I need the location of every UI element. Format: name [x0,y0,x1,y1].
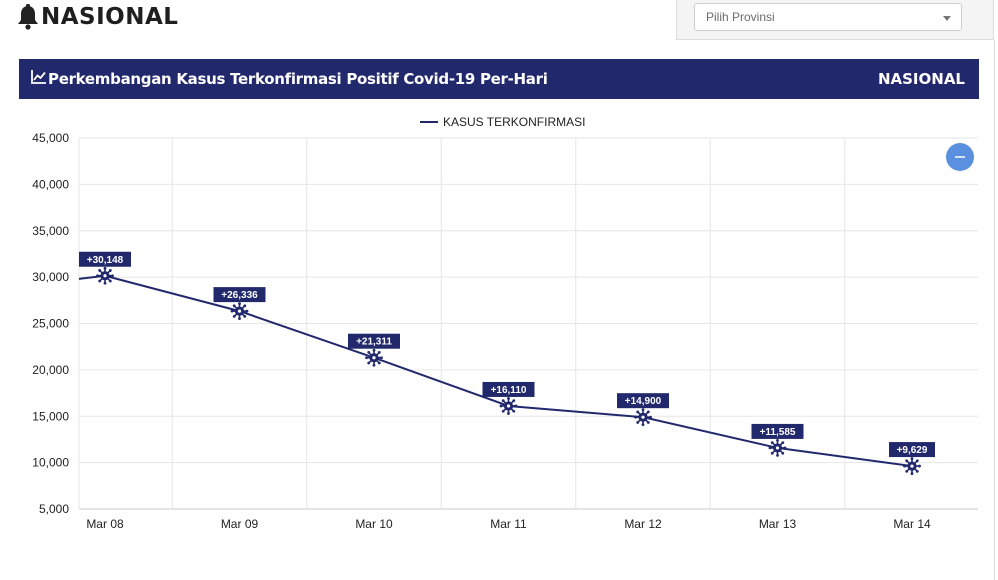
virus-icon[interactable] [365,348,383,367]
page-title: NASIONAL [41,4,179,30]
virus-icon[interactable] [768,439,787,457]
data-label-box [617,393,669,409]
x-tick-label: Mar 09 [221,517,259,531]
province-select[interactable]: Pilih Provinsi [694,3,962,31]
province-filter-panel: Pilih Provinsi [676,0,994,40]
y-tick-label: 30,000 [32,270,69,284]
data-label-box [482,381,535,397]
chart-header: Perkembangan Kasus Terkonfirmasi Positif… [19,59,979,99]
y-tick-label: 40,000 [32,177,69,191]
x-tick-label: Mar 10 [355,517,393,531]
y-tick-label: 5,000 [39,502,69,516]
top-bar: NASIONAL Pilih Provinsi [0,0,998,60]
virus-icon[interactable] [230,302,249,321]
chart-header-region: NASIONAL [877,70,965,88]
series-line [78,274,913,468]
y-tick-label: 15,000 [32,409,69,423]
x-tick-label: Mar 11 [490,517,527,531]
bell-icon [18,4,38,30]
y-tick-label: 25,000 [32,317,69,331]
y-tick-label: 10,000 [32,456,69,470]
data-label: +16,110 [491,385,527,396]
minus-icon[interactable] [946,143,974,171]
data-label-box [348,333,400,349]
chevron-down-icon [943,16,951,21]
data-label: +9,629 [897,445,928,456]
line-chart: 5,000 10,000 15,000 20,000 25,000 30,000 35,00… [32,115,978,531]
line-chart-icon [31,70,46,84]
x-tick-label: Mar 08 [86,517,124,531]
data-label: +11,585 [760,427,796,438]
x-tick-label: Mar 13 [759,517,797,531]
data-label: +26,336 [221,290,258,301]
virus-icon[interactable] [499,397,518,415]
y-tick-label: 20,000 [32,363,69,377]
brand: NASIONAL [17,4,178,30]
data-label-box [889,442,935,458]
chart-header-title: Perkembangan Kasus Terkonfirmasi Positif… [48,70,548,88]
y-tick-label: 35,000 [32,224,69,238]
data-label-box [79,251,131,267]
data-label: +30,148 [87,255,124,266]
right-divider [994,40,995,580]
y-tick-label: 45,000 [32,131,69,145]
province-select-placeholder: Pilih Provinsi [706,10,775,24]
virus-icon[interactable] [634,408,652,427]
data-label-box [213,287,266,303]
data-label: +14,900 [625,396,662,407]
x-tick-label: Mar 12 [624,517,662,531]
virus-icon[interactable] [96,266,114,285]
data-label: +21,311 [356,337,392,348]
virus-icon[interactable] [903,457,921,475]
data-label-box [751,423,804,439]
chart-area: 5,000 10,000 15,000 20,000 25,000 30,000 35,00… [19,99,979,580]
legend-label: KASUS TERKONFIRMASI [443,115,585,129]
x-tick-label: Mar 14 [893,517,931,531]
